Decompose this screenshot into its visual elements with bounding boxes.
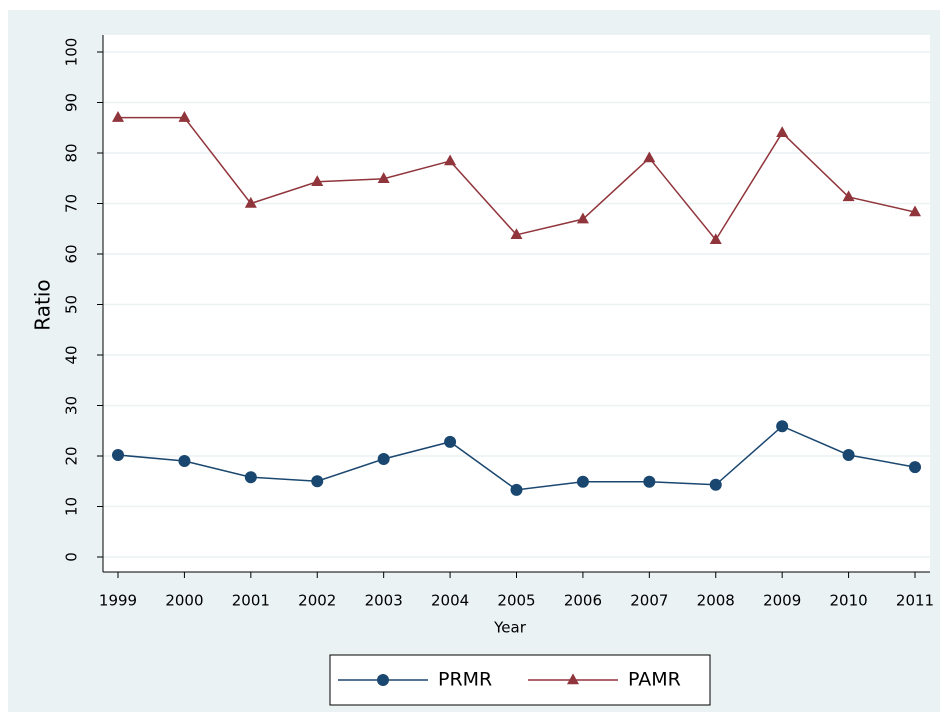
x-tick-label: 1999 [99, 592, 137, 610]
y-tick-label: 60 [63, 244, 81, 263]
data-point [112, 448, 124, 461]
data-point [510, 228, 523, 240]
x-tick-label: 2003 [365, 592, 403, 610]
y-tick-label: 70 [63, 194, 81, 213]
data-point [178, 111, 191, 122]
x-tick-label: 2009 [763, 592, 801, 610]
data-point [377, 172, 390, 183]
legend-label: PRMR [438, 669, 492, 691]
data-point [709, 233, 722, 245]
legend-label: PAMR [628, 669, 681, 691]
x-axis-label: Year [493, 619, 527, 637]
data-point [244, 471, 257, 484]
data-point [709, 478, 722, 491]
x-tick-label: 2007 [630, 592, 668, 610]
data-point [576, 212, 589, 224]
x-tick-label: 2001 [232, 592, 270, 610]
legend-marker [567, 673, 579, 685]
y-tick-label: 10 [63, 497, 81, 516]
y-tick-label: 80 [63, 143, 81, 162]
x-tick-label: 2006 [564, 592, 602, 610]
data-point [909, 461, 921, 474]
legend-marker [377, 674, 389, 686]
y-tick-label: 50 [63, 295, 81, 314]
y-tick-label: 20 [63, 446, 81, 465]
data-point [377, 453, 390, 466]
data-point [776, 420, 789, 433]
data-point [444, 154, 457, 166]
data-point [311, 175, 324, 186]
data-point [510, 483, 523, 496]
data-point [842, 190, 855, 202]
data-point [909, 205, 921, 217]
data-point [244, 196, 257, 208]
x-tick-label: 2004 [431, 592, 469, 610]
y-axis-label: Ratio [31, 279, 55, 330]
x-tick-label: 2008 [697, 592, 735, 610]
data-point [776, 126, 789, 137]
y-tick-label: 0 [63, 552, 81, 562]
y-tick-label: 40 [63, 345, 81, 364]
plot-region [103, 35, 930, 572]
x-tick-label: 2005 [497, 592, 535, 610]
y-tick-label: 100 [63, 38, 81, 67]
data-point [178, 455, 191, 468]
y-tick-label: 30 [63, 396, 81, 415]
data-point [112, 111, 124, 122]
data-point [643, 151, 656, 163]
x-tick-label: 2000 [165, 592, 203, 610]
data-point [842, 448, 855, 461]
y-tick-label: 90 [63, 93, 81, 112]
data-point [576, 475, 589, 488]
data-point [643, 475, 656, 488]
x-tick-label: 2002 [298, 592, 336, 610]
x-tick-label: 2010 [829, 592, 867, 610]
data-point [311, 475, 324, 488]
data-point [444, 435, 457, 448]
x-tick-label: 2011 [896, 592, 934, 610]
